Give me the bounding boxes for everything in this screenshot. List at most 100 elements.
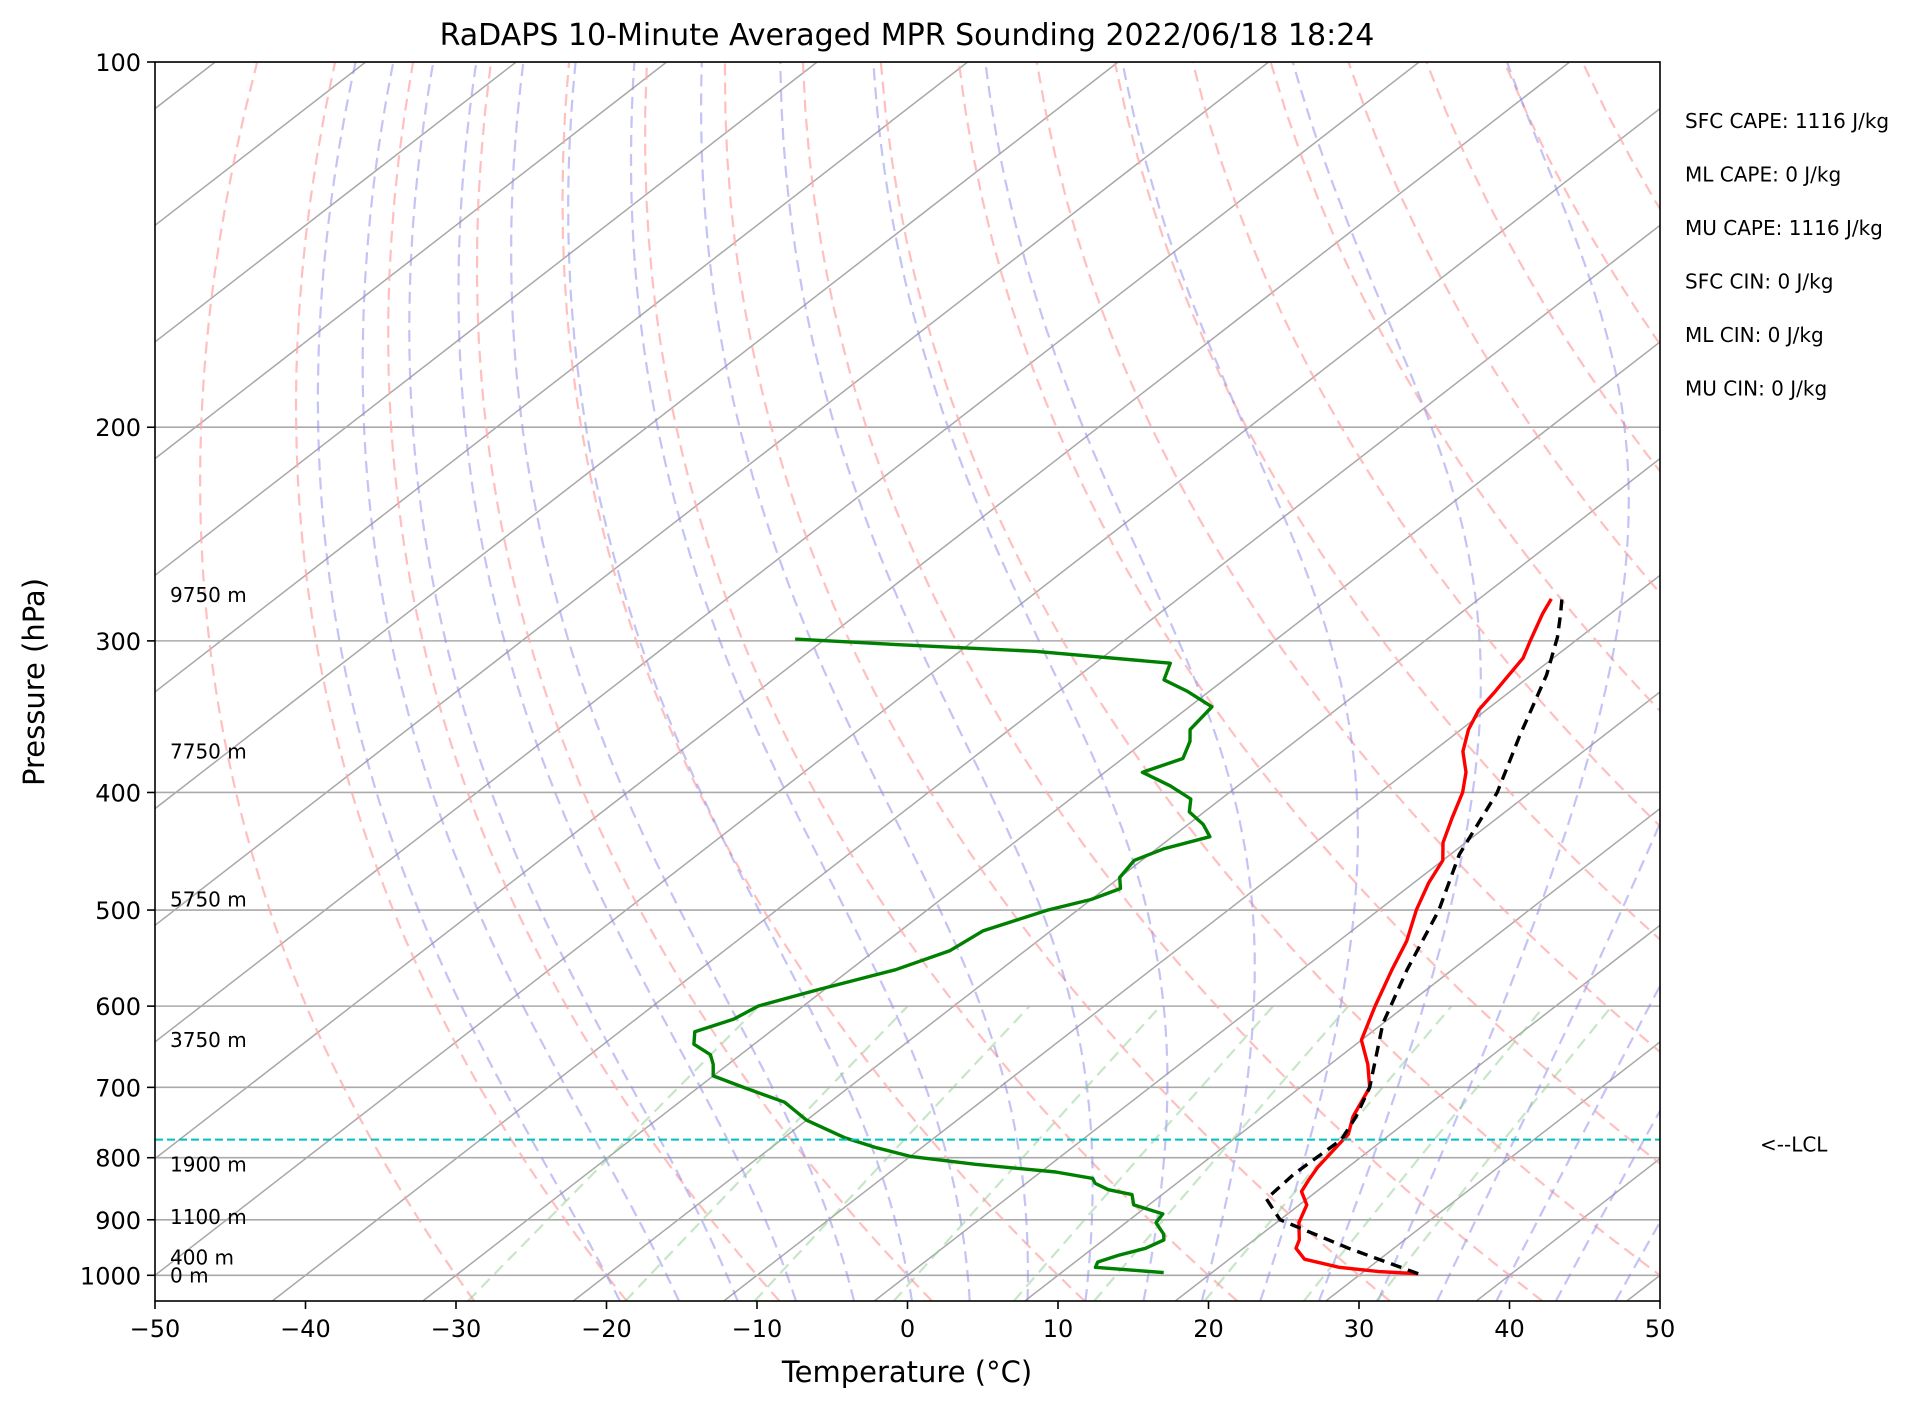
stat-label: SFC CAPE: 1116 J/kg: [1685, 109, 1889, 133]
mixing-ratio-line: [1302, 1005, 1546, 1301]
isotherm-line: [155, 62, 517, 343]
y-tick-label: 100: [95, 49, 141, 77]
moist-adiabat-line: [1376, 62, 1630, 1301]
isotherm-line: [155, 62, 1420, 1043]
dewpoint-profile-line: [692, 637, 1214, 1275]
x-tick-label: −20: [581, 1315, 632, 1343]
temperature-profile-line: [1294, 598, 1553, 1276]
y-axis: 100 200 300 400 500 600 700 800 900 1000: [80, 49, 155, 1290]
dry-adiabat-line: [475, 62, 933, 1301]
moist-adiabat-line: [629, 62, 971, 1301]
isotherm-line: [422, 341, 1660, 1301]
x-tick-label: 10: [1043, 1315, 1074, 1343]
lcl-label: <--LCL: [1760, 1133, 1828, 1157]
isotherm-line: [155, 62, 1571, 1160]
stat-label: MU CAPE: 1116 J/kg: [1685, 216, 1883, 240]
dry-adiabat-line: [294, 62, 628, 1301]
x-tick-label: 30: [1344, 1315, 1375, 1343]
x-axis-label: Temperature (°C): [781, 1355, 1032, 1389]
dry-adiabat-line: [561, 62, 1086, 1301]
mixing-ratio-line: [1093, 1005, 1350, 1301]
y-tick-label: 600: [95, 993, 141, 1021]
mixing-ratio-line: [1013, 1005, 1275, 1301]
dry-adiabat-line: [387, 62, 781, 1301]
height-label: 1100 m: [170, 1205, 247, 1229]
moist-adiabat-line: [1436, 820, 1660, 1301]
grid-layer: [155, 62, 1660, 1301]
moist-adiabat-line: [1291, 62, 1482, 1301]
stat-label: ML CAPE: 0 J/kg: [1685, 163, 1841, 187]
series-layer: [692, 598, 1564, 1276]
mixing-ratio-line: [753, 1005, 1031, 1301]
x-axis: −50 −40 −30 −20 −10 0 10 20 30 40 50: [130, 1301, 1676, 1343]
x-tick-label: −50: [130, 1315, 181, 1343]
isotherm-line: [1024, 807, 1660, 1301]
height-label: 5750 m: [170, 887, 247, 911]
moist-adiabat-line: [779, 62, 1094, 1301]
mixing-ratio-line: [467, 1005, 760, 1301]
x-tick-label: −30: [431, 1315, 482, 1343]
moist-adiabat-line: [984, 62, 1256, 1301]
moist-adiabat-line: [567, 62, 913, 1301]
height-label: 3750 m: [170, 1028, 247, 1052]
moist-adiabat-line: [1554, 1108, 1660, 1301]
parcel-profile-line: [1264, 598, 1564, 1276]
isotherm-line: [155, 62, 1270, 927]
x-tick-label: −10: [732, 1315, 783, 1343]
isotherm-line: [572, 457, 1660, 1301]
isotherm-line: [155, 62, 668, 460]
height-label: 0 m: [170, 1263, 209, 1287]
height-label: 7750 m: [170, 739, 247, 763]
height-labels: 9750 m 7750 m 5750 m 3750 m 1900 m 1100 m 400 …: [170, 583, 247, 1287]
moist-adiabat-line: [316, 62, 621, 1301]
dry-adiabat-line: [198, 62, 476, 1301]
chart-title: RaDAPS 10-Minute Averaged MPR Sounding 2…: [440, 18, 1375, 53]
stat-label: MU CIN: 0 J/kg: [1685, 377, 1827, 401]
lcl-layer: <--LCL: [155, 1133, 1828, 1157]
isotherm-line: [155, 62, 969, 693]
stats-panel: SFC CAPE: 1116 J/kg ML CAPE: 0 J/kg MU CAP…: [1685, 109, 1889, 401]
dry-adiabat-line: [644, 62, 1239, 1301]
x-tick-label: 50: [1645, 1315, 1676, 1343]
moist-adiabat-line: [1121, 62, 1359, 1301]
isotherm-line: [155, 62, 1119, 810]
x-tick-label: 20: [1193, 1315, 1224, 1343]
height-label: 1900 m: [170, 1152, 247, 1176]
y-tick-label: 900: [95, 1207, 141, 1235]
mixing-ratio-line: [892, 1005, 1162, 1301]
isotherm-line: [155, 107, 1660, 1277]
moist-adiabat-line: [700, 62, 1029, 1301]
isotherm-line: [271, 224, 1660, 1301]
stat-label: ML CIN: 0 J/kg: [1685, 323, 1824, 347]
moist-adiabat-line: [872, 62, 1169, 1301]
mixing-ratio-line: [624, 1005, 909, 1301]
x-tick-label: −40: [280, 1315, 331, 1343]
x-tick-label: 40: [1494, 1315, 1525, 1343]
moist-adiabat-line: [408, 62, 739, 1301]
moist-adiabat-line: [1495, 983, 1660, 1301]
isotherm-line: [155, 62, 818, 577]
isotherm-line: [873, 691, 1660, 1301]
y-tick-label: 200: [95, 414, 141, 442]
dry-adiabat-line: [801, 62, 1544, 1301]
x-tick-label: 0: [900, 1315, 915, 1343]
y-axis-label: Pressure (hPa): [17, 578, 51, 786]
height-label: 9750 m: [170, 583, 247, 607]
moist-adiabat-line: [457, 62, 797, 1301]
mixing-ratio-line: [1375, 1005, 1613, 1301]
y-tick-label: 800: [95, 1145, 141, 1173]
moist-adiabat-line: [510, 62, 856, 1301]
y-tick-label: 1000: [80, 1262, 141, 1290]
isotherm-line: [723, 574, 1660, 1301]
y-tick-label: 300: [95, 628, 141, 656]
y-tick-label: 700: [95, 1074, 141, 1102]
height-label: 400 m: [170, 1246, 234, 1270]
moist-adiabat-line: [361, 62, 680, 1301]
y-tick-label: 400: [95, 779, 141, 807]
y-tick-label: 500: [95, 897, 141, 925]
dry-adiabat-line: [879, 62, 1660, 1277]
isotherm-line: [1325, 1041, 1660, 1301]
stat-label: SFC CIN: 0 J/kg: [1685, 270, 1833, 294]
